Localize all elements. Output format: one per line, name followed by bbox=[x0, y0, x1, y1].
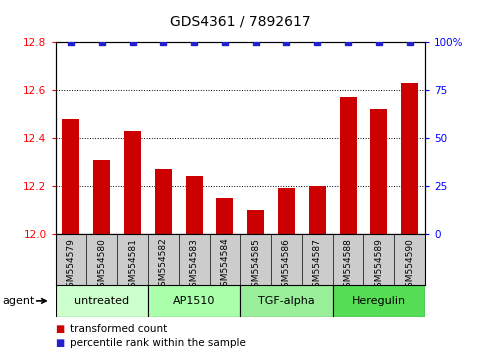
Text: ■: ■ bbox=[56, 324, 65, 333]
Text: GSM554584: GSM554584 bbox=[220, 238, 229, 292]
Point bbox=[221, 40, 229, 45]
Bar bbox=[56, 285, 148, 317]
Text: untreated: untreated bbox=[74, 296, 129, 306]
Bar bbox=[247, 210, 264, 234]
Bar bbox=[62, 119, 79, 234]
Text: ■: ■ bbox=[56, 338, 65, 348]
Text: TGF-alpha: TGF-alpha bbox=[258, 296, 315, 306]
Bar bbox=[216, 198, 233, 234]
Bar bbox=[370, 109, 387, 234]
Text: GSM554586: GSM554586 bbox=[282, 238, 291, 293]
Point bbox=[344, 40, 352, 45]
Text: GSM554580: GSM554580 bbox=[97, 238, 106, 293]
Text: GSM554588: GSM554588 bbox=[343, 238, 353, 293]
Text: Heregulin: Heregulin bbox=[352, 296, 406, 306]
Text: agent: agent bbox=[2, 296, 35, 306]
Bar bbox=[333, 285, 425, 317]
Text: AP1510: AP1510 bbox=[173, 296, 215, 306]
Bar bbox=[240, 285, 333, 317]
Point bbox=[190, 40, 198, 45]
Bar bbox=[278, 188, 295, 234]
Text: GDS4361 / 7892617: GDS4361 / 7892617 bbox=[170, 14, 311, 28]
Bar bbox=[124, 131, 141, 234]
Bar bbox=[340, 97, 356, 234]
Point bbox=[98, 40, 106, 45]
Text: GSM554587: GSM554587 bbox=[313, 238, 322, 293]
Point bbox=[375, 40, 383, 45]
Text: GSM554581: GSM554581 bbox=[128, 238, 137, 293]
Text: GSM554585: GSM554585 bbox=[251, 238, 260, 293]
Point bbox=[313, 40, 321, 45]
Bar bbox=[148, 285, 241, 317]
Point bbox=[159, 40, 167, 45]
Bar bbox=[185, 176, 202, 234]
Bar bbox=[155, 169, 172, 234]
Text: GSM554589: GSM554589 bbox=[374, 238, 384, 293]
Text: GSM554582: GSM554582 bbox=[159, 238, 168, 292]
Text: percentile rank within the sample: percentile rank within the sample bbox=[70, 338, 246, 348]
Bar bbox=[309, 186, 326, 234]
Text: GSM554579: GSM554579 bbox=[67, 238, 75, 293]
Point bbox=[67, 40, 75, 45]
Point bbox=[128, 40, 136, 45]
Bar bbox=[93, 160, 110, 234]
Point bbox=[252, 40, 259, 45]
Text: GSM554583: GSM554583 bbox=[190, 238, 199, 293]
Text: transformed count: transformed count bbox=[70, 324, 167, 333]
Point bbox=[406, 40, 413, 45]
Bar bbox=[401, 83, 418, 234]
Point bbox=[283, 40, 290, 45]
Text: GSM554590: GSM554590 bbox=[405, 238, 414, 293]
